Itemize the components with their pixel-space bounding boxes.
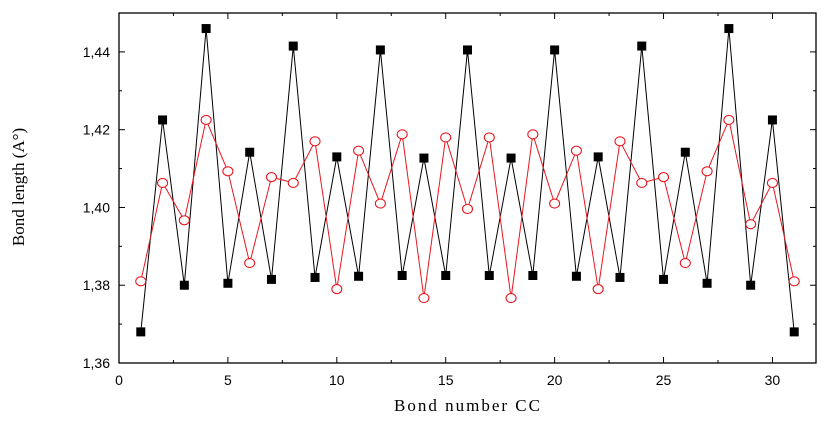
data-point-square (550, 45, 560, 55)
data-point-circle (157, 177, 169, 188)
series-1-line (140, 28, 795, 332)
series-group (135, 24, 800, 337)
data-point-square (223, 278, 233, 288)
data-point-circle (614, 136, 626, 147)
data-point-circle (353, 145, 365, 156)
data-point-square (680, 147, 690, 157)
x-axis-title: Bond number CC (394, 396, 542, 415)
data-point-square (659, 274, 669, 284)
y-axis-title: Bond length (A°) (9, 128, 28, 246)
data-point-circle (483, 132, 495, 143)
data-point-circle (461, 203, 474, 215)
data-point-circle (309, 136, 321, 147)
data-point-square (615, 272, 625, 282)
data-point-square (419, 153, 429, 163)
data-point-circle (178, 215, 190, 226)
data-point-circle (331, 284, 343, 295)
data-point-square (463, 45, 472, 55)
data-point-square (310, 272, 320, 282)
data-point-square (528, 271, 538, 280)
plot-frame (118, 12, 817, 364)
x-tick-label: 30 (765, 372, 781, 388)
y-ticks-group: 1,36 1,38 1,40 1,42 1,44 (83, 12, 816, 371)
data-point-circle (766, 177, 778, 188)
data-point-square (332, 152, 342, 162)
data-point-circle (745, 219, 757, 230)
x-ticks-group: 0 5 10 15 20 25 30 (115, 13, 780, 388)
data-point-circle (287, 177, 299, 188)
data-point-circle (723, 114, 735, 125)
series-1 (136, 24, 799, 337)
y-tick-label: 1,44 (83, 44, 110, 60)
data-point-circle (135, 276, 147, 287)
x-tick-label: 15 (438, 372, 454, 388)
data-point-circle (679, 258, 691, 269)
data-point-square (179, 280, 189, 290)
data-point-circle (592, 284, 604, 295)
data-point-square (441, 271, 451, 280)
data-point-square (637, 41, 647, 51)
y-tick-label: 1,40 (83, 199, 110, 215)
data-point-square (201, 24, 211, 34)
data-point-circle (657, 172, 670, 183)
data-point-circle (374, 198, 386, 209)
x-tick-label: 5 (224, 372, 232, 388)
data-point-square (245, 147, 255, 157)
data-point-circle (636, 177, 648, 188)
data-point-circle (265, 172, 278, 183)
data-point-circle (418, 293, 430, 304)
data-point-circle (527, 129, 539, 140)
x-tick-label: 0 (115, 372, 123, 388)
data-point-square (158, 115, 168, 125)
data-point-square (506, 153, 516, 163)
data-point-square (789, 327, 799, 337)
y-tick-label: 1,38 (83, 277, 110, 293)
x-tick-label: 10 (329, 372, 345, 388)
data-point-square (484, 271, 494, 280)
data-point-circle (396, 129, 408, 140)
data-point-circle (505, 293, 517, 304)
axes-group (118, 12, 817, 364)
data-point-square (746, 280, 756, 290)
data-point-square (593, 152, 603, 162)
x-tick-label: 20 (547, 372, 563, 388)
data-point-circle (701, 166, 713, 177)
series-2 (135, 114, 800, 304)
data-point-circle (549, 198, 561, 209)
data-point-circle (440, 132, 452, 143)
data-point-square (136, 327, 146, 337)
data-point-square (767, 115, 777, 125)
data-point-circle (788, 276, 800, 287)
data-point-square (571, 271, 581, 281)
data-point-square (266, 274, 276, 284)
data-point-square (354, 271, 364, 281)
x-tick-label: 25 (656, 372, 672, 388)
data-point-circle (244, 258, 256, 269)
data-point-square (702, 278, 712, 288)
data-point-circle (570, 145, 582, 156)
data-point-square (375, 45, 385, 55)
data-point-square (288, 41, 298, 51)
data-point-square (724, 24, 734, 34)
data-point-circle (222, 166, 234, 177)
data-point-circle (200, 114, 212, 125)
y-tick-label: 1,36 (83, 355, 110, 371)
data-point-square (397, 271, 407, 280)
y-tick-label: 1,42 (83, 122, 110, 138)
